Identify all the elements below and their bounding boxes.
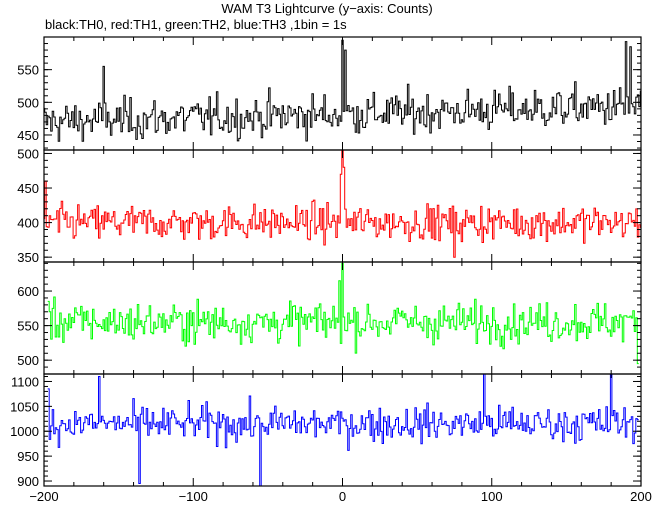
y-tick-label: 450: [17, 128, 39, 143]
y-tick-label: 350: [17, 250, 39, 265]
panel-frame: [43, 149, 642, 263]
panel-frame: [43, 373, 642, 487]
x-tick-label: 0: [339, 489, 346, 504]
y-tick-label: 900: [17, 474, 39, 489]
series-line-th1: [44, 150, 641, 258]
y-tick-label: 600: [17, 284, 39, 299]
y-tick-label: 1100: [11, 374, 39, 389]
x-tick-label: 100: [481, 489, 503, 504]
panel-th3: 900 950 1000 1050 1100: [10, 373, 642, 489]
chart-title: WAM T3 Lightcurve (y−axis: Counts): [221, 1, 433, 16]
panel-frame: [43, 36, 642, 151]
y-tick-label: 550: [17, 63, 39, 78]
y-tick-label: 550: [17, 319, 39, 334]
y-tick-label: 450: [17, 181, 39, 196]
panel-th1: 350 400 450 500: [17, 146, 642, 265]
y-tick-label: 500: [17, 95, 39, 110]
y-tick-label: 500: [17, 146, 39, 161]
x-tick-label: 200: [630, 489, 652, 504]
panel-th0: 450 500 550: [17, 36, 642, 151]
y-tick-label: 400: [17, 216, 39, 231]
y-tick-label: 950: [17, 449, 39, 464]
x-tick-label: −200: [29, 489, 58, 504]
y-tick-label: 1000: [10, 424, 39, 439]
chart-subtitle: black:TH0, red:TH1, green:TH2, blue:TH3 …: [45, 17, 347, 32]
y-tick-label: 1050: [10, 399, 39, 414]
panel-th2: 500 550 600: [17, 261, 642, 375]
x-tick-label: −100: [179, 489, 208, 504]
series-line-th3: [47, 374, 639, 486]
series-line-th2: [47, 262, 639, 365]
y-tick-label: 500: [17, 353, 39, 368]
series-line-th0: [44, 39, 641, 142]
panel-frame: [43, 261, 642, 375]
